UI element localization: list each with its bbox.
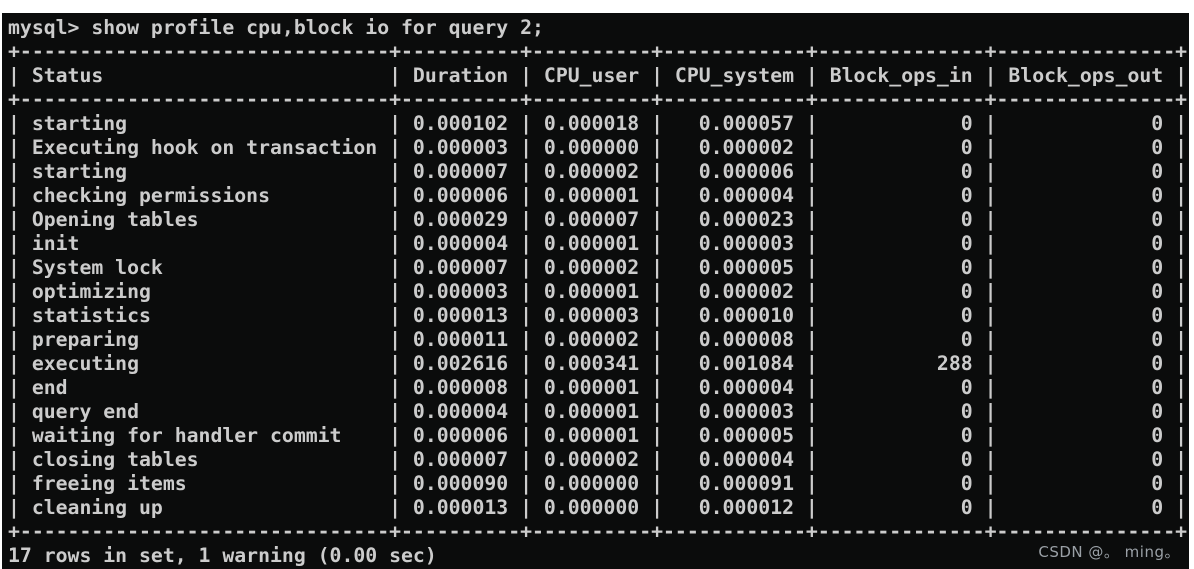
csdn-watermark: CSDN @。 ming。 (1038, 543, 1180, 561)
table-row: | closing tables | 0.000007 | 0.000002 |… (8, 448, 1188, 471)
table-row: | Executing hook on transaction | 0.0000… (8, 136, 1188, 159)
table-row: | starting | 0.000102 | 0.000018 | 0.000… (8, 112, 1188, 135)
table-row: | System lock | 0.000007 | 0.000002 | 0.… (8, 256, 1188, 279)
table-border-after-header: +-------------------------------+-------… (8, 88, 1188, 111)
command-line: mysql> show profile cpu,block io for que… (8, 16, 544, 39)
table-row: | starting | 0.000007 | 0.000002 | 0.000… (8, 160, 1188, 183)
table-row: | freeing items | 0.000090 | 0.000000 | … (8, 472, 1188, 495)
table-row: | Opening tables | 0.000029 | 0.000007 |… (8, 208, 1188, 231)
table-header-row: | Status | Duration | CPU_user | CPU_sys… (8, 64, 1188, 87)
table-row: | waiting for handler commit | 0.000006 … (8, 424, 1188, 447)
table-row: | executing | 0.002616 | 0.000341 | 0.00… (8, 352, 1188, 375)
table-row: | query end | 0.000004 | 0.000001 | 0.00… (8, 400, 1188, 423)
table-row: | init | 0.000004 | 0.000001 | 0.000003 … (8, 232, 1188, 255)
table-border-bottom: +-------------------------------+-------… (8, 520, 1188, 543)
table-row: | optimizing | 0.000003 | 0.000001 | 0.0… (8, 280, 1188, 303)
result-summary: 17 rows in set, 1 warning (0.00 sec) (8, 544, 437, 567)
terminal-output: mysql> show profile cpu,block io for que… (2, 13, 1189, 568)
table-row: | end | 0.000008 | 0.000001 | 0.000004 |… (8, 376, 1188, 399)
table-row: | checking permissions | 0.000006 | 0.00… (8, 184, 1188, 207)
table-row: | statistics | 0.000013 | 0.000003 | 0.0… (8, 304, 1188, 327)
table-row: | cleaning up | 0.000013 | 0.000000 | 0.… (8, 496, 1188, 519)
terminal-window[interactable]: mysql> show profile cpu,block io for que… (2, 13, 1189, 569)
table-row: | preparing | 0.000011 | 0.000002 | 0.00… (8, 328, 1188, 351)
table-border-top: +-------------------------------+-------… (8, 40, 1188, 63)
